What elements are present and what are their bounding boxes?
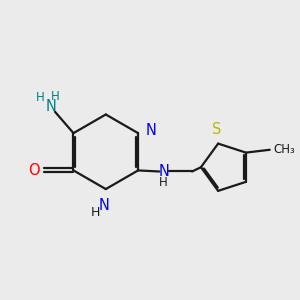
Text: H: H [51, 90, 60, 103]
Text: CH₃: CH₃ [273, 143, 295, 156]
Text: H: H [91, 206, 101, 219]
Text: N: N [146, 123, 157, 138]
Text: N: N [46, 99, 57, 114]
Text: N: N [158, 164, 169, 178]
Text: H: H [159, 176, 168, 189]
Text: S: S [212, 122, 221, 137]
Text: N: N [99, 198, 110, 213]
Text: H: H [36, 91, 44, 104]
Text: O: O [28, 163, 39, 178]
